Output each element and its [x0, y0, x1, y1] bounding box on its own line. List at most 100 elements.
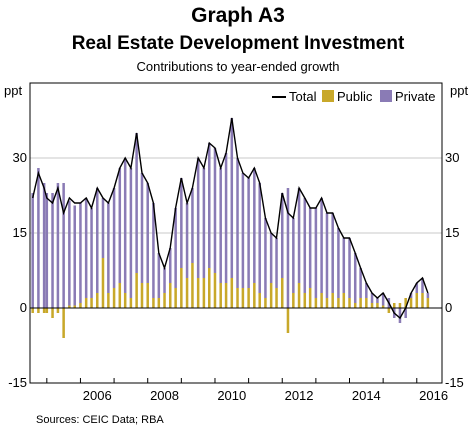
private-bar	[79, 203, 82, 303]
private-bar	[180, 178, 183, 268]
public-bar	[359, 298, 362, 308]
public-bar	[426, 298, 430, 308]
private-bar	[342, 238, 346, 293]
private-bar	[421, 278, 424, 293]
x-tick-label: 2012	[285, 388, 314, 403]
public-bar	[107, 293, 110, 308]
y-unit-right: ppt	[450, 83, 468, 98]
public-bar	[314, 298, 318, 308]
public-bar	[51, 308, 54, 318]
y-unit-left: ppt	[4, 83, 22, 98]
private-bar	[152, 203, 155, 298]
graph-number: Graph A3	[191, 4, 285, 27]
private-bar	[280, 193, 284, 278]
private-bar	[202, 168, 206, 278]
public-bar	[303, 293, 307, 308]
private-bar	[129, 168, 133, 298]
y-tick-label-left: 30	[13, 150, 27, 165]
x-tick-label: 2014	[352, 388, 381, 403]
private-bar	[308, 208, 312, 288]
public-bar	[387, 308, 391, 313]
public-bar	[342, 293, 346, 308]
public-bar	[157, 298, 161, 308]
private-bar	[292, 218, 295, 293]
public-bar	[325, 298, 329, 308]
public-bar	[84, 298, 88, 308]
public-bar	[56, 308, 60, 313]
public-bar	[247, 288, 250, 308]
public-bar	[185, 278, 189, 308]
public-bar	[421, 293, 424, 308]
sources-note: Sources: CEIC Data; RBA	[36, 414, 164, 426]
private-bar	[140, 173, 144, 283]
public-bar	[381, 305, 385, 308]
y-tick-label-left: 15	[13, 225, 27, 240]
public-bar	[42, 308, 46, 313]
public-bar	[404, 298, 407, 308]
private-bar	[174, 208, 177, 288]
private-bar	[157, 253, 161, 298]
public-bar	[348, 298, 351, 308]
public-bar	[219, 283, 222, 308]
public-bar	[73, 305, 76, 308]
private-bar	[123, 158, 127, 293]
public-bar	[129, 298, 133, 308]
private-bar	[426, 293, 430, 298]
public-bar	[202, 278, 206, 308]
public-bar	[308, 288, 312, 308]
y-tick-label-right: 15	[445, 225, 459, 240]
public-bar	[68, 305, 71, 308]
legend-private-swatch	[380, 90, 392, 102]
public-bar	[96, 293, 99, 308]
private-bar	[37, 168, 40, 308]
x-tick-label: 2008	[150, 388, 179, 403]
public-bar	[230, 278, 234, 308]
legend-private-label: Private	[395, 89, 435, 104]
public-bar	[135, 273, 138, 308]
chart-subtitle: Contributions to year-ended growth	[136, 59, 340, 74]
public-bar	[376, 303, 379, 308]
public-bar	[79, 303, 82, 308]
public-bar	[353, 303, 357, 308]
private-bar	[135, 133, 138, 273]
private-bar	[146, 183, 149, 283]
y-tick-label-right: 0	[445, 300, 452, 315]
public-bar	[90, 298, 93, 308]
private-bar	[42, 183, 46, 308]
private-bar	[213, 148, 217, 273]
private-bar	[404, 308, 407, 318]
private-bar	[224, 153, 228, 283]
public-bar	[292, 293, 295, 308]
private-bar	[337, 228, 340, 298]
plot-frame	[29, 82, 443, 384]
public-bar	[208, 268, 211, 308]
public-bar	[320, 293, 323, 308]
public-bar	[224, 283, 228, 308]
private-bar	[370, 293, 374, 303]
private-bar	[73, 205, 76, 306]
private-bar	[236, 158, 239, 288]
private-bar	[269, 233, 273, 283]
private-bar	[286, 188, 290, 308]
private-bar	[168, 248, 172, 283]
private-bar	[90, 208, 93, 298]
bar-layer	[31, 118, 430, 338]
public-bar	[269, 283, 273, 308]
public-bar	[123, 293, 127, 308]
private-bar	[348, 238, 351, 298]
private-bar	[353, 253, 357, 303]
public-bar	[45, 308, 49, 313]
private-bar	[376, 298, 379, 303]
x-tick-label: 2006	[83, 388, 112, 403]
legend-public-label: Public	[337, 89, 373, 104]
private-bar	[51, 193, 54, 308]
private-bar	[297, 188, 301, 283]
chart-title: Real Estate Development Investment	[71, 33, 405, 54]
private-bar	[68, 200, 71, 306]
private-bar	[112, 188, 116, 288]
public-bar	[241, 288, 245, 308]
private-bar	[191, 188, 194, 263]
axis-layer: -15 -15 0 0 15 15 30 30 ppt ppt 2006 2008 2010 2012 20…	[4, 83, 468, 403]
private-bar	[241, 173, 245, 288]
y-tick-label-left: 0	[20, 300, 27, 315]
